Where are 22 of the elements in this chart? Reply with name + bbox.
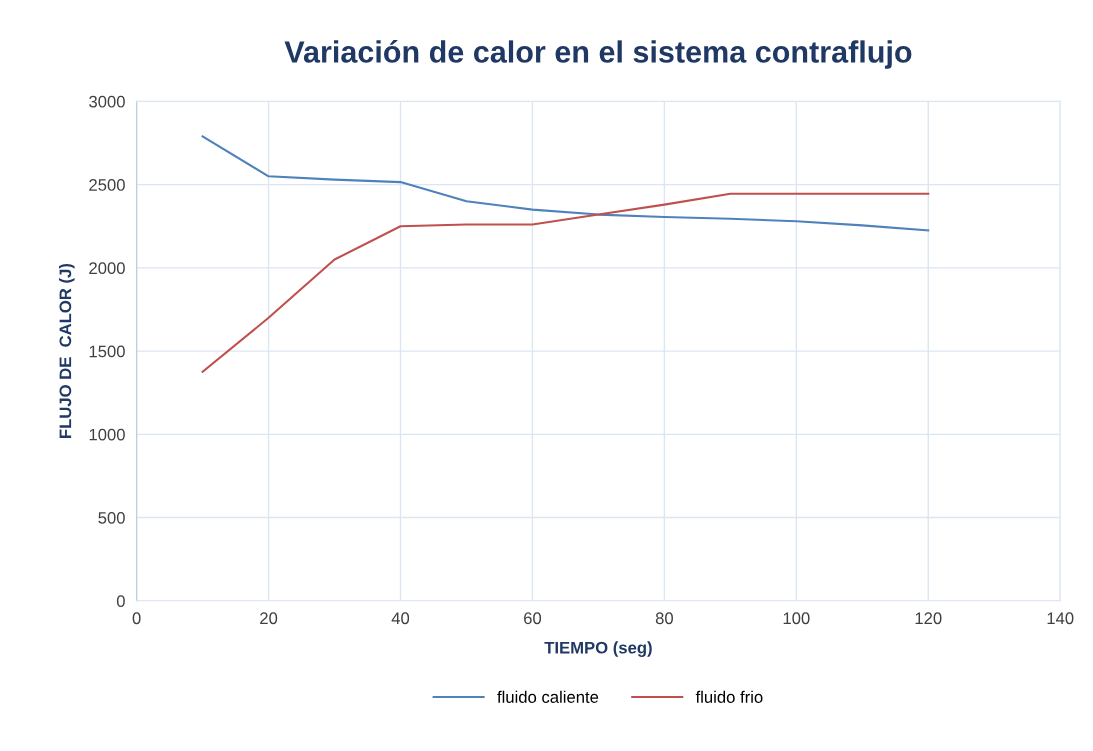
x-axis-title: TIEMPO (seg)	[544, 641, 652, 657]
x-tick-label: 120	[915, 612, 942, 625]
line-series	[201, 192, 930, 373]
x-tick-label: 20	[260, 612, 278, 625]
line-series	[201, 135, 930, 232]
x-tick-label: 0	[132, 612, 141, 625]
legend-label: fluido caliente	[497, 690, 599, 703]
y-tick-label: 500	[98, 511, 125, 524]
x-tick-label: 100	[783, 612, 810, 625]
legend-label: fluido frio	[695, 690, 763, 703]
y-tick-label: 2500	[89, 179, 125, 191]
chart-title: Variación de calor en el sistema contraflujo	[284, 40, 912, 69]
y-tick-label: 1000	[89, 428, 125, 441]
x-tick-label: 60	[524, 612, 542, 625]
y-tick-label: 1500	[89, 345, 125, 358]
y-tick-label: 0	[116, 595, 125, 607]
y-tick-label: 2000	[89, 262, 125, 275]
x-tick-label: 40	[391, 612, 410, 625]
x-tick-label: 140	[1047, 612, 1074, 625]
y-tick-label: 3000	[89, 95, 125, 108]
x-tick-label: 80	[655, 612, 674, 625]
y-axis-title: FLUJO DE CALOR (J)	[59, 263, 75, 438]
